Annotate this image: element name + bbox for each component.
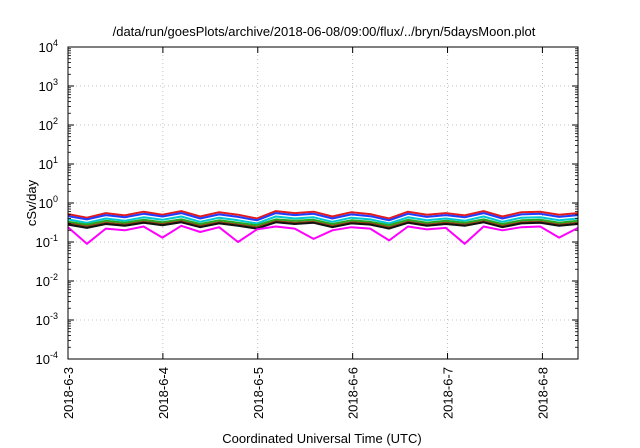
y-tick-label: 104 [39, 38, 58, 55]
y-tick-label: 103 [39, 77, 58, 94]
x-tick-label: 2018-6-8 [535, 367, 550, 419]
series-line [67, 218, 579, 227]
chart-title: /data/run/goesPlots/archive/2018-06-08/0… [113, 24, 536, 39]
series-line [67, 220, 579, 229]
x-axis-label: Coordinated Universal Time (UTC) [222, 431, 421, 446]
x-tick-label: 2018-6-5 [251, 367, 266, 419]
series-line [67, 224, 579, 245]
x-tick-label: 2018-6-4 [156, 367, 171, 419]
series-line [67, 221, 579, 230]
series-group [67, 210, 579, 245]
y-axis-label: cSv/day [24, 179, 39, 226]
y-tick-label: 101 [39, 155, 58, 172]
y-tick-label: 102 [39, 116, 58, 133]
x-tick-label: 2018-6-6 [346, 367, 361, 419]
series-line [67, 215, 579, 225]
x-tick-label: 2018-6-7 [441, 367, 456, 419]
y-tick-label: 100 [39, 194, 58, 211]
grid-lines [68, 47, 578, 359]
y-tick-label: 10-3 [36, 311, 58, 328]
y-tick-label: 10-1 [36, 233, 58, 250]
axis-ticks: 10-4 10-3 10-2 10-1 100 101 102 103 104 2018-6-3 2… [36, 38, 578, 419]
x-tick-label: 2018-6-3 [61, 367, 76, 419]
y-tick-label: 10-4 [36, 350, 58, 367]
series-line [67, 210, 579, 220]
y-tick-label: 10-2 [36, 272, 58, 289]
series-line [67, 212, 579, 222]
